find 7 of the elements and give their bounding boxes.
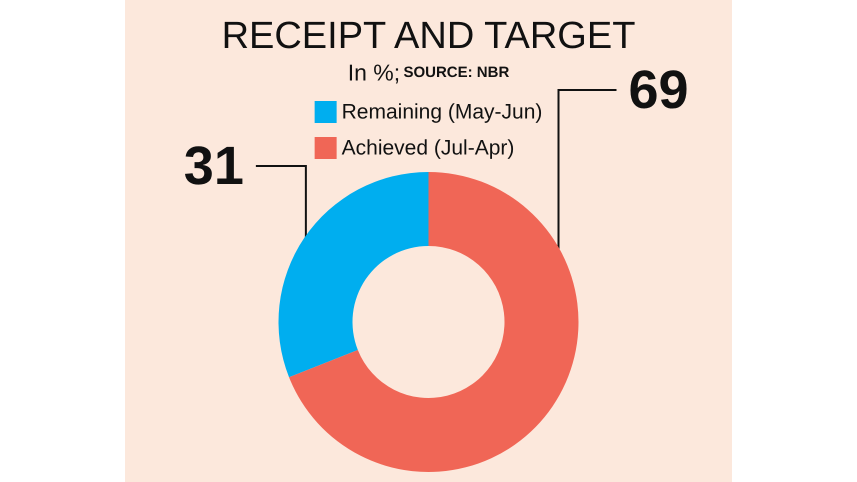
legend-label: Achieved (Jul-Apr) — [342, 136, 514, 160]
legend-label: Remaining (May-Jun) — [342, 100, 542, 124]
chart-subtitle: In %; — [348, 60, 400, 86]
source-note: SOURCE: NBR — [403, 64, 510, 81]
data-label: 31 — [184, 136, 244, 196]
chart-title: RECEIPT AND TARGET — [222, 15, 636, 57]
data-label: 69 — [628, 60, 689, 120]
